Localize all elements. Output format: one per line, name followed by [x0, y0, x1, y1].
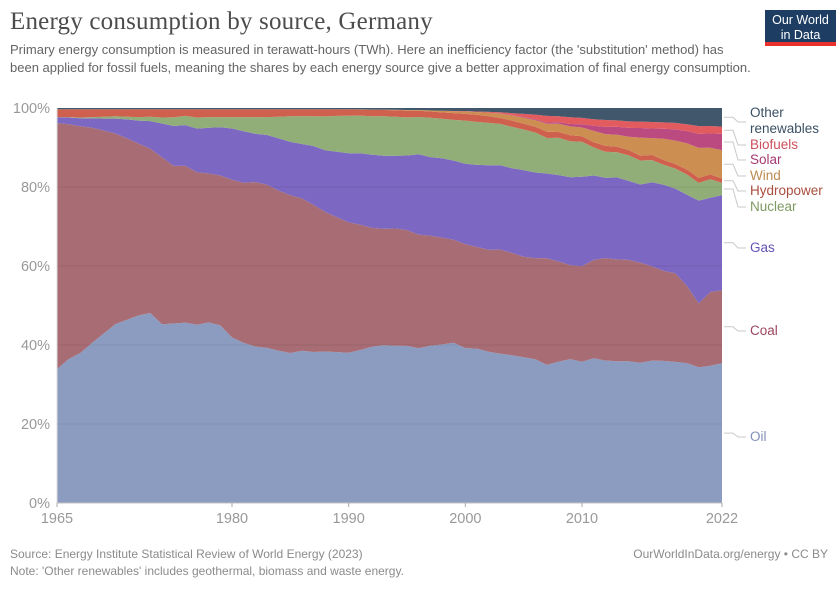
owid-logo-line2: in Data: [780, 27, 821, 42]
owid-logo-line1: Our World: [772, 13, 829, 27]
x-tick-label-2022: 2022: [706, 511, 738, 527]
x-tick-label-2010: 2010: [566, 511, 598, 527]
area-wind[interactable]: [57, 109, 722, 179]
x-tick-label-1965: 1965: [41, 511, 73, 527]
chart-footer: Source: Energy Institute Statistical Rev…: [10, 547, 830, 581]
legend-connector-coal: [724, 326, 746, 332]
y-tick-label-0: 0%: [29, 496, 50, 512]
legend-label-solar[interactable]: Solar: [750, 152, 782, 167]
owid-logo[interactable]: Our World in Data: [765, 10, 836, 46]
y-tick-label-60: 60%: [21, 259, 50, 275]
area-other_renewables[interactable]: [57, 108, 722, 127]
legend-label-other_renewables[interactable]: Other renewables: [750, 105, 820, 136]
legend-connector-biofuels: [724, 129, 746, 146]
area-nuclear[interactable]: [57, 115, 722, 201]
owid-logo-accent-bar: [765, 42, 836, 46]
legend-label-coal[interactable]: Coal: [750, 323, 778, 338]
legend-connector-gas: [724, 242, 746, 249]
area-oil[interactable]: [57, 313, 722, 503]
legend-label-gas[interactable]: Gas: [750, 240, 775, 255]
x-tick-label-1980: 1980: [216, 511, 248, 527]
legend-label-oil[interactable]: Oil: [750, 429, 767, 444]
legend-connector-solar: [724, 141, 746, 161]
area-biofuels[interactable]: [57, 109, 722, 134]
chart-header: Energy consumption by source, Germany Pr…: [10, 8, 758, 78]
legend-connector-hydropower: [724, 180, 746, 192]
y-tick-label-100: 100%: [13, 101, 50, 117]
legend-label-wind[interactable]: Wind: [750, 168, 781, 183]
area-gas[interactable]: [57, 117, 722, 304]
legend-label-nuclear[interactable]: Nuclear: [750, 199, 797, 214]
area-coal[interactable]: [57, 123, 722, 370]
legend-connector-wind: [724, 163, 746, 177]
source-line: Source: Energy Institute Statistical Rev…: [10, 547, 363, 561]
legend-label-biofuels[interactable]: Biofuels: [750, 137, 799, 152]
legend-connector-nuclear: [724, 188, 746, 208]
y-tick-label-80: 80%: [21, 180, 50, 196]
note-line: Note: 'Other renewables' includes geothe…: [10, 564, 404, 578]
x-tick-label-1990: 1990: [333, 511, 365, 527]
footer-link[interactable]: OurWorldInData.org/energy • CC BY: [633, 547, 828, 561]
x-tick-label-2000: 2000: [449, 511, 481, 527]
legend-label-hydropower[interactable]: Hydropower: [750, 183, 823, 198]
legend-connector-other_renewables: [724, 116, 746, 123]
y-tick-label-20: 20%: [21, 417, 50, 433]
chart-subtitle: Primary energy consumption is measured i…: [10, 42, 751, 76]
legend-connector-oil: [724, 432, 746, 438]
page-title: Energy consumption by source, Germany: [10, 8, 433, 35]
y-tick-label-40: 40%: [21, 338, 50, 354]
area-hydropower[interactable]: [57, 109, 722, 183]
